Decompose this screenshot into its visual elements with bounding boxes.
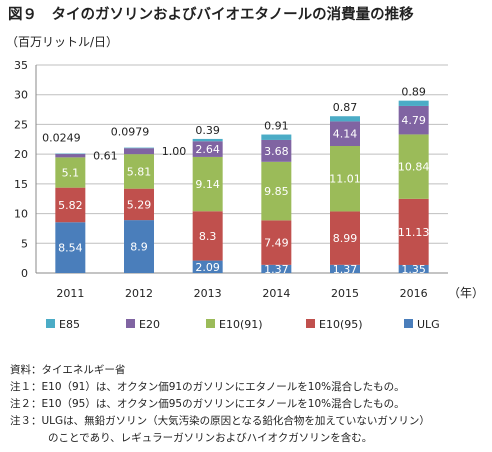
data-label: 8.3 xyxy=(199,230,217,243)
x-tick-label: 2014 xyxy=(262,287,290,300)
bar-ulg-2012 xyxy=(124,220,154,273)
bar-e85-2012 xyxy=(124,147,154,149)
bar-ulg-2016 xyxy=(398,264,429,273)
y-tick-label: 25 xyxy=(14,118,28,131)
bar-e20-2015 xyxy=(330,121,360,147)
x-tick-label: 2013 xyxy=(194,287,222,300)
stacked-bar-chart: 0 5 10 15 20 25 30 35 8.54 5.82 5.1 0.61 0.0249 8.9 5… xyxy=(14,59,484,331)
y-axis-unit: （百万リットル/日） xyxy=(6,35,119,49)
data-label: 9.14 xyxy=(195,178,220,191)
legend-swatch-e1091 xyxy=(206,319,215,328)
legend-label: E10(91) xyxy=(219,318,263,331)
data-label: 1.35 xyxy=(401,263,426,276)
data-label: 8.54 xyxy=(58,242,83,255)
bar-e1095-2012 xyxy=(124,188,154,221)
bar-e85-2013 xyxy=(192,138,223,142)
data-label: 0.39 xyxy=(195,124,220,137)
bar-e1095-2011 xyxy=(55,187,86,223)
data-label: 0.61 xyxy=(93,150,118,163)
bar-e1091-2011 xyxy=(55,157,86,188)
data-label: 11.13 xyxy=(398,226,430,239)
y-axis-ticks: 0 5 10 15 20 25 30 35 xyxy=(14,59,28,280)
bar-e1091-2012 xyxy=(124,154,154,189)
legend-swatch-e1095 xyxy=(306,319,315,328)
legend: E85 E20 E10(91) E10(95) ULG xyxy=(46,318,440,331)
data-label: 0.89 xyxy=(401,86,426,99)
bar-ulg-2011 xyxy=(55,222,86,273)
data-label: 5.29 xyxy=(127,198,152,211)
data-label: 1.37 xyxy=(333,263,358,276)
data-label: 1.00 xyxy=(162,145,187,158)
bar-e1095-2014 xyxy=(261,220,292,265)
bar-e1095-2016 xyxy=(398,198,429,265)
data-label: 5.82 xyxy=(58,199,83,212)
bar-e20-2013 xyxy=(192,141,223,157)
data-label: 8.9 xyxy=(130,241,148,254)
y-tick-label: 20 xyxy=(14,148,28,161)
note-2: 注２：E10（95）は、オクタン価95のガソリンにエタノールを10%混合したもの… xyxy=(10,398,405,410)
bar-e20-2012 xyxy=(124,148,154,155)
bar-e20-2014 xyxy=(261,139,292,162)
x-tick-label: 2015 xyxy=(331,287,359,300)
footnotes: 資料：タイエネルギー省 注１：E10（91）は、オクタン価91のガソリンにエタノ… xyxy=(10,362,430,447)
note-3-continued: のことであり、レギュラーガソリンおよびハイオクガソリンを含む。 xyxy=(48,432,373,444)
data-label: 9.85 xyxy=(264,185,289,198)
bar-e1091-2015 xyxy=(330,146,360,212)
bar-e1091-2014 xyxy=(261,161,292,221)
y-tick-label: 0 xyxy=(21,267,28,280)
chart-title: 図９ タイのガソリンおよびバイオエタノールの消費量の推移 xyxy=(8,7,414,23)
data-label: 2.64 xyxy=(195,143,220,156)
note-3: 注３：ULGは、無鉛ガソリン（大気汚染の原因となる鉛化合物を加えていないガソリン… xyxy=(10,415,430,427)
bar-e85-2014 xyxy=(261,134,292,140)
bar-ulg-2014 xyxy=(261,264,292,273)
data-label: 5.81 xyxy=(127,165,152,178)
data-label: 4.79 xyxy=(401,114,426,127)
bars: 8.54 5.82 5.1 0.61 0.0249 8.9 5.29 5.81 1.00 0.09… xyxy=(42,86,429,276)
y-tick-label: 5 xyxy=(21,237,28,250)
data-label: 8.99 xyxy=(333,232,358,245)
x-tick-label: 2016 xyxy=(400,287,428,300)
legend-swatch-e85 xyxy=(46,319,55,328)
bar-e1095-2015 xyxy=(330,211,360,265)
x-tick-label: 2012 xyxy=(125,287,153,300)
y-tick-label: 15 xyxy=(14,178,28,191)
x-tick-label: 2011 xyxy=(56,287,84,300)
data-label: 10.84 xyxy=(398,161,430,174)
y-tick-label: 30 xyxy=(14,89,28,102)
data-label: 2.09 xyxy=(195,261,220,274)
bar-e20-2011 xyxy=(55,153,86,158)
data-label: 11.01 xyxy=(329,173,361,186)
bar-ulg-2013 xyxy=(192,260,223,273)
legend-label: ULG xyxy=(417,318,440,331)
bar-e1091-2016 xyxy=(398,134,429,199)
legend-label: E20 xyxy=(139,318,160,331)
bar-e85-2016 xyxy=(398,100,429,106)
data-label: 3.68 xyxy=(264,145,289,158)
note-1: 注１：E10（91）は、オクタン価91のガソリンにエタノールを10%混合したもの… xyxy=(10,381,405,393)
data-label: 0.91 xyxy=(264,120,289,133)
data-label: 0.0249 xyxy=(42,132,81,145)
data-label: 4.14 xyxy=(333,128,358,141)
legend-swatch-ulg xyxy=(404,319,413,328)
source-note: 資料：タイエネルギー省 xyxy=(10,364,126,376)
x-axis-unit: （年） xyxy=(448,286,484,300)
data-label: 0.87 xyxy=(333,101,358,114)
y-tick-label: 35 xyxy=(14,59,28,72)
bar-e1091-2013 xyxy=(192,156,223,212)
data-label: 5.1 xyxy=(62,167,80,180)
data-label: 1.37 xyxy=(264,263,289,276)
legend-swatch-e20 xyxy=(126,319,135,328)
gridlines xyxy=(35,64,448,274)
bar-e85-2011 xyxy=(55,153,86,155)
data-label: 7.49 xyxy=(264,237,289,250)
x-axis-ticks: 2011 2012 2013 2014 2015 2016 xyxy=(56,287,427,300)
bar-e85-2015 xyxy=(330,116,360,122)
y-tick-label: 10 xyxy=(14,208,28,221)
bar-e20-2016 xyxy=(398,105,429,135)
legend-label: E10(95) xyxy=(319,318,363,331)
bar-e1095-2013 xyxy=(192,211,223,261)
legend-label: E85 xyxy=(59,318,80,331)
data-label: 0.0979 xyxy=(111,126,150,139)
bar-ulg-2015 xyxy=(330,264,360,273)
